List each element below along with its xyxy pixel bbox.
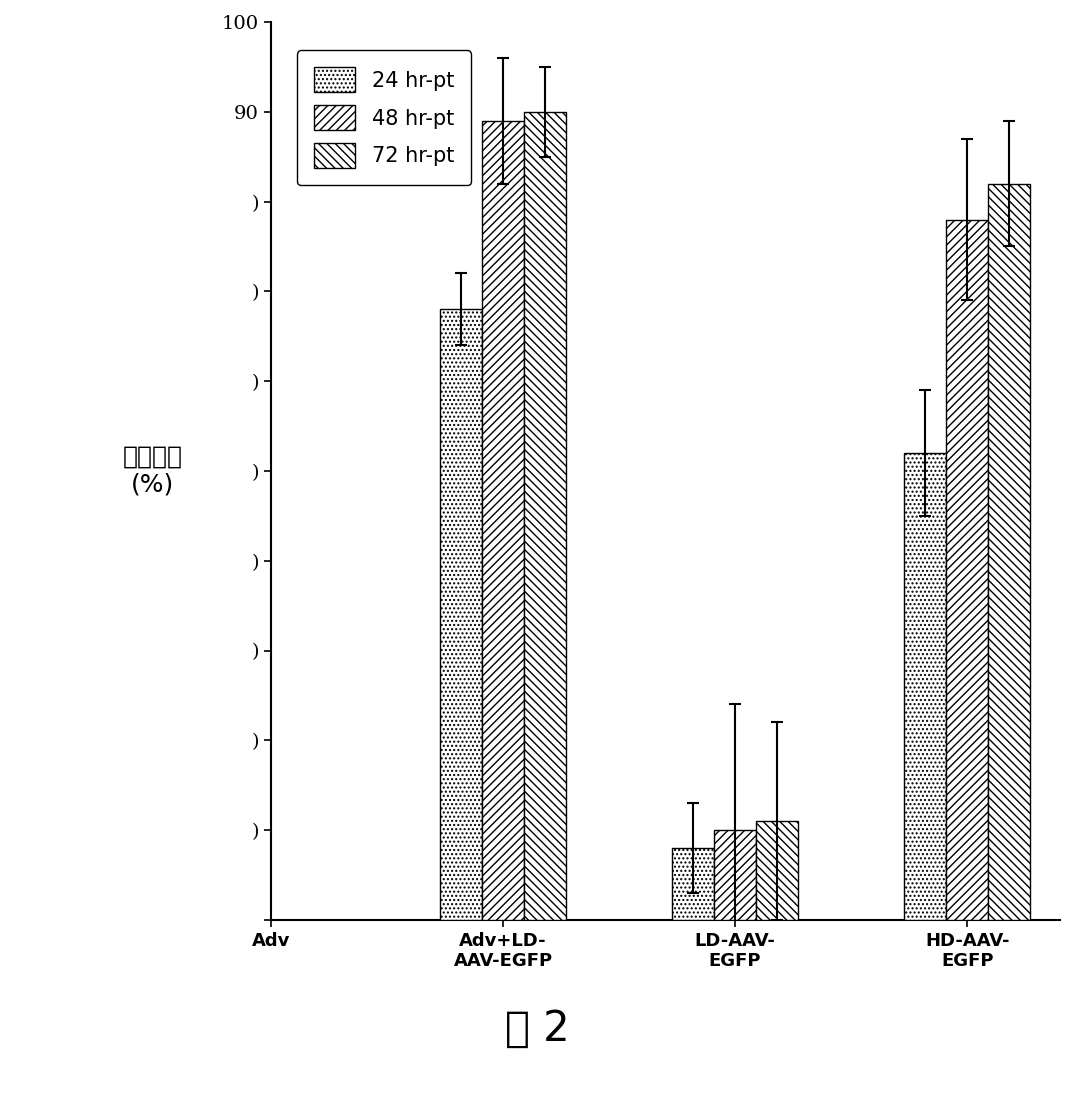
Legend: 24 hr-pt, 48 hr-pt, 72 hr-pt: 24 hr-pt, 48 hr-pt, 72 hr-pt [297, 50, 471, 185]
Bar [440, 309, 482, 920]
Y-axis label: 转染效率
(%): 转染效率 (%) [123, 445, 183, 497]
Bar [714, 830, 756, 920]
Bar [988, 184, 1031, 920]
Bar [482, 120, 525, 920]
Bar [756, 821, 799, 920]
Bar [672, 848, 714, 920]
Bar [946, 219, 988, 920]
Bar [525, 112, 567, 920]
Text: 图 2: 图 2 [505, 1008, 570, 1050]
Bar [904, 453, 946, 920]
